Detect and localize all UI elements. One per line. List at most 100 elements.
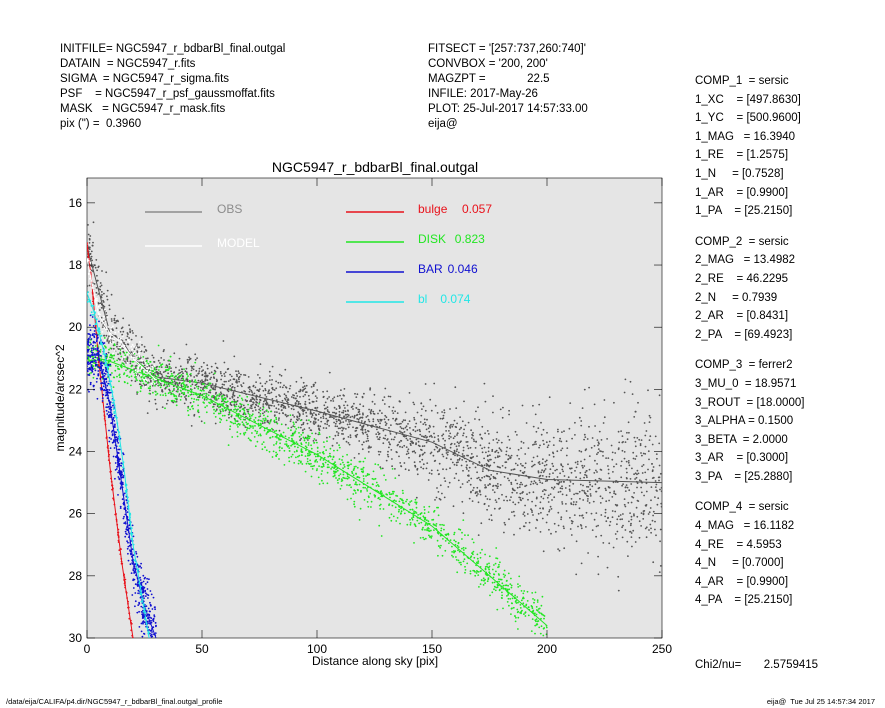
data-point bbox=[235, 410, 238, 412]
data-point bbox=[513, 615, 516, 617]
data-point bbox=[108, 348, 110, 351]
data-point bbox=[99, 282, 102, 284]
data-point bbox=[215, 366, 218, 369]
data-point bbox=[130, 375, 133, 378]
data-point bbox=[414, 498, 417, 501]
data-point bbox=[633, 416, 636, 418]
data-point bbox=[294, 397, 297, 400]
data-point bbox=[466, 464, 468, 467]
data-point bbox=[510, 469, 513, 471]
data-point bbox=[303, 437, 306, 440]
data-point bbox=[106, 413, 109, 415]
data-point bbox=[138, 626, 141, 628]
data-point bbox=[142, 382, 145, 385]
data-point bbox=[427, 439, 430, 441]
data-point bbox=[457, 546, 460, 548]
data-point bbox=[140, 567, 143, 569]
data-point bbox=[341, 455, 344, 458]
component-parameter: COMP_4 = sersic bbox=[695, 501, 789, 514]
data-point bbox=[409, 523, 412, 526]
data-point bbox=[89, 314, 92, 317]
data-point bbox=[124, 522, 127, 525]
data-point bbox=[607, 468, 610, 471]
data-point bbox=[307, 454, 309, 457]
data-point bbox=[364, 486, 366, 489]
data-point bbox=[89, 336, 91, 338]
data-point bbox=[226, 406, 229, 409]
data-point bbox=[190, 369, 193, 372]
data-point bbox=[533, 601, 535, 604]
data-point bbox=[93, 283, 96, 285]
data-point bbox=[640, 491, 643, 494]
data-point bbox=[139, 385, 142, 388]
data-point bbox=[461, 531, 463, 534]
data-point bbox=[580, 424, 583, 427]
data-point bbox=[259, 434, 262, 437]
data-point bbox=[505, 580, 508, 582]
data-point bbox=[415, 438, 418, 441]
data-point bbox=[237, 408, 239, 411]
data-point bbox=[175, 375, 178, 377]
data-point bbox=[507, 458, 509, 461]
data-point bbox=[580, 562, 583, 565]
data-point bbox=[228, 413, 231, 416]
data-point bbox=[507, 454, 510, 457]
data-point bbox=[528, 521, 531, 524]
data-point bbox=[516, 608, 519, 611]
data-point bbox=[413, 510, 415, 513]
data-point bbox=[205, 393, 208, 395]
data-point bbox=[275, 407, 278, 410]
data-point bbox=[204, 379, 207, 382]
data-point bbox=[323, 446, 326, 448]
data-point bbox=[219, 412, 222, 415]
data-point bbox=[233, 398, 236, 401]
data-point bbox=[201, 374, 204, 377]
data-point bbox=[469, 483, 472, 486]
data-point bbox=[236, 435, 239, 438]
data-point bbox=[300, 442, 303, 445]
data-point bbox=[109, 391, 112, 394]
data-point bbox=[192, 407, 195, 410]
data-point bbox=[301, 454, 303, 456]
data-point bbox=[174, 383, 177, 386]
data-point bbox=[611, 458, 614, 461]
data-point bbox=[92, 241, 94, 244]
data-point bbox=[461, 500, 464, 503]
data-point bbox=[432, 454, 435, 457]
data-point bbox=[175, 404, 178, 407]
data-point bbox=[193, 376, 196, 378]
data-point bbox=[415, 503, 418, 505]
data-point bbox=[430, 434, 432, 437]
component-parameter: 3_AR = [0.3000] bbox=[695, 452, 789, 465]
data-point bbox=[311, 432, 313, 435]
data-point bbox=[586, 485, 588, 488]
data-point bbox=[244, 413, 246, 415]
data-point bbox=[607, 465, 609, 467]
data-point bbox=[561, 493, 564, 496]
data-point bbox=[534, 504, 537, 507]
data-point bbox=[244, 399, 247, 401]
data-point bbox=[349, 416, 352, 419]
data-point bbox=[202, 388, 204, 391]
data-point bbox=[157, 369, 160, 371]
data-point bbox=[395, 451, 398, 453]
data-point bbox=[178, 376, 181, 379]
data-point bbox=[477, 476, 480, 479]
data-point bbox=[116, 359, 118, 362]
data-point bbox=[387, 395, 390, 398]
data-point bbox=[258, 402, 260, 405]
data-point bbox=[226, 400, 229, 403]
data-point bbox=[383, 474, 385, 477]
data-point bbox=[534, 413, 537, 416]
data-point bbox=[377, 420, 380, 423]
data-point bbox=[87, 233, 90, 236]
data-point bbox=[151, 635, 154, 638]
data-point bbox=[106, 295, 108, 298]
data-point bbox=[510, 496, 512, 498]
data-point bbox=[323, 404, 326, 407]
data-point bbox=[515, 616, 517, 619]
data-point bbox=[129, 549, 131, 552]
data-point bbox=[628, 464, 631, 467]
data-point bbox=[640, 486, 642, 489]
data-point bbox=[587, 486, 590, 488]
